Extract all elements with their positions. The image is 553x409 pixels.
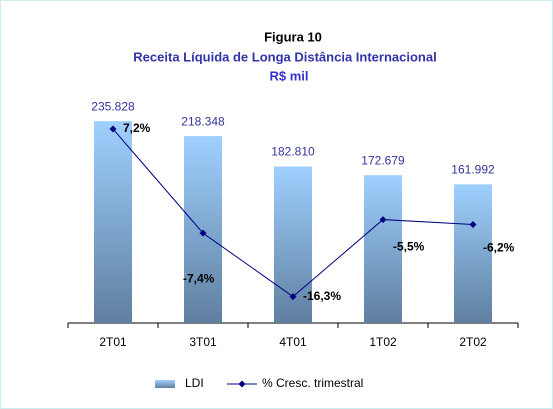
chart-subtitle: Receita Líquida de Longa Distância Inter… bbox=[133, 49, 436, 64]
line-marker bbox=[289, 293, 297, 301]
x-tick-label: 2T02 bbox=[459, 335, 487, 349]
unit-label: R$ mil bbox=[269, 68, 308, 83]
bar bbox=[184, 136, 222, 323]
legend-marker bbox=[238, 380, 246, 388]
line-marker bbox=[379, 216, 387, 224]
line-value-label: -5,5% bbox=[393, 240, 425, 254]
x-tick-label: 1T02 bbox=[369, 335, 397, 349]
bar bbox=[454, 184, 492, 323]
legend-swatch bbox=[155, 380, 175, 388]
line-value-label: -6,2% bbox=[483, 241, 515, 255]
line-marker bbox=[469, 221, 477, 229]
bar bbox=[364, 175, 402, 323]
legend-label: % Cresc. trimestral bbox=[262, 376, 363, 390]
x-tick-label: 4T01 bbox=[279, 335, 307, 349]
legend-label: LDI bbox=[185, 376, 204, 390]
chart-title: Figura 10 bbox=[264, 29, 322, 44]
line-marker bbox=[109, 125, 117, 133]
x-tick-label: 2T01 bbox=[99, 335, 127, 349]
bar-value-label: 218.348 bbox=[181, 114, 225, 128]
bar-value-label: 182.810 bbox=[271, 145, 315, 159]
line-value-label: 7,2% bbox=[123, 121, 151, 135]
line-marker bbox=[199, 229, 207, 237]
line-value-label: -16,3% bbox=[303, 289, 341, 303]
bar-value-label: 172.679 bbox=[361, 153, 405, 167]
bar-value-label: 161.992 bbox=[451, 163, 495, 177]
line-value-label: -7,4% bbox=[183, 271, 215, 285]
x-tick-label: 3T01 bbox=[189, 335, 217, 349]
bar bbox=[94, 121, 132, 324]
bar-value-label: 235.828 bbox=[91, 99, 135, 113]
